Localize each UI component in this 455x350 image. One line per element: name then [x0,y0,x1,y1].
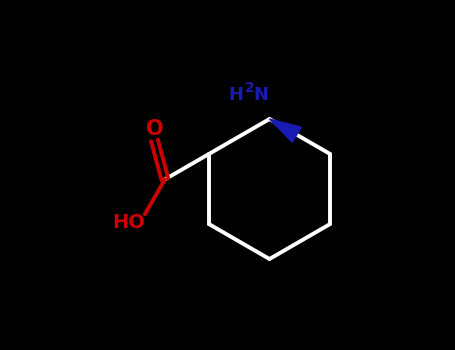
Text: H: H [228,85,243,104]
Text: N: N [254,85,269,104]
Polygon shape [269,119,301,142]
Text: 2: 2 [245,80,255,94]
Text: HO: HO [113,214,146,232]
Text: O: O [146,119,163,139]
